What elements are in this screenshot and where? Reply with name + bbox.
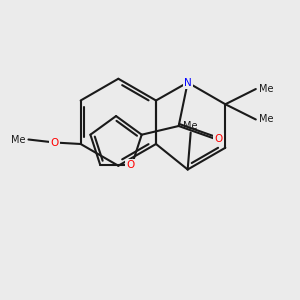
Text: O: O <box>50 137 59 148</box>
Text: Me: Me <box>259 115 273 124</box>
Text: Me: Me <box>259 84 273 94</box>
Text: O: O <box>214 134 223 144</box>
Text: Me: Me <box>11 134 26 145</box>
Text: N: N <box>184 77 191 88</box>
Text: O: O <box>126 160 134 170</box>
Text: Me: Me <box>183 121 198 131</box>
